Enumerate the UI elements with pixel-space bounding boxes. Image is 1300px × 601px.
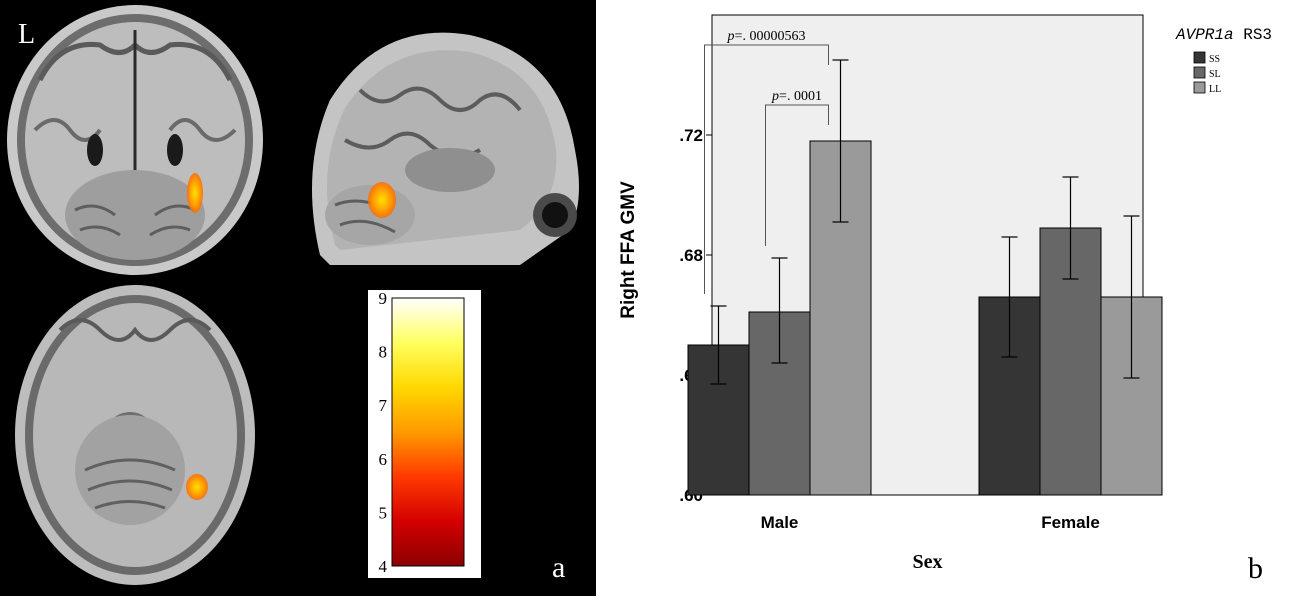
x-axis-label: Sex bbox=[913, 551, 943, 573]
colorbar-tick-label: 5 bbox=[379, 503, 388, 522]
legend-swatch-sl bbox=[1193, 66, 1206, 79]
x-tick-label: Male bbox=[761, 513, 799, 532]
legend-label-sl: SL bbox=[1209, 69, 1221, 80]
sagittal-slice bbox=[296, 2, 594, 270]
axial-slice bbox=[2, 276, 268, 594]
p-value-label: p=. 00000563 bbox=[727, 29, 806, 44]
coronal-slice bbox=[2, 2, 268, 275]
x-axis: Male Female bbox=[761, 513, 1100, 532]
x-tick-label: Female bbox=[1041, 513, 1100, 532]
colorbar-tick-label: 4 bbox=[379, 557, 388, 576]
activation-blob-axial bbox=[186, 474, 208, 500]
colorbar: 4 5 6 7 8 9 bbox=[379, 289, 465, 576]
y-tick-label: .68 bbox=[679, 246, 703, 265]
p-value-label: p=. 0001 bbox=[771, 89, 822, 104]
significance-bracket bbox=[765, 104, 829, 246]
colorbar-tick-label: 7 bbox=[379, 396, 388, 415]
legend-swatch-ll bbox=[1193, 81, 1206, 94]
y-tick-label: .72 bbox=[679, 126, 703, 145]
colorbar-tick-label: 6 bbox=[379, 450, 388, 469]
activation-blob-sagittal bbox=[368, 182, 396, 218]
colorbar-tick-label: 8 bbox=[379, 343, 388, 362]
error-bars bbox=[710, 59, 1140, 385]
significance-bracket bbox=[704, 44, 829, 294]
legend-swatch-ss bbox=[1193, 51, 1206, 64]
colorbar-tick-label: 9 bbox=[379, 289, 388, 308]
y-axis-label: Right FFA GMV bbox=[618, 181, 639, 319]
legend-label-ll: LL bbox=[1209, 84, 1221, 95]
significance-annotations: p=. 00000563 p=. 0001 bbox=[704, 29, 829, 294]
panel-letter-a: a bbox=[552, 551, 565, 584]
legend-label-ss: SS bbox=[1209, 54, 1220, 65]
orientation-label: L bbox=[18, 19, 35, 50]
legend-title: AVPR1a RS3 bbox=[1175, 26, 1272, 44]
legend: AVPR1a RS3 SS SL LL bbox=[1175, 26, 1272, 95]
colorbar-gradient bbox=[391, 297, 465, 567]
panel-letter-b: b bbox=[1248, 552, 1263, 585]
activation-blob-coronal bbox=[187, 173, 203, 213]
brain-image-panel: 4 5 6 7 8 9 L a bbox=[0, 0, 596, 596]
brain-slices: 4 5 6 7 8 9 L a bbox=[2, 2, 594, 594]
